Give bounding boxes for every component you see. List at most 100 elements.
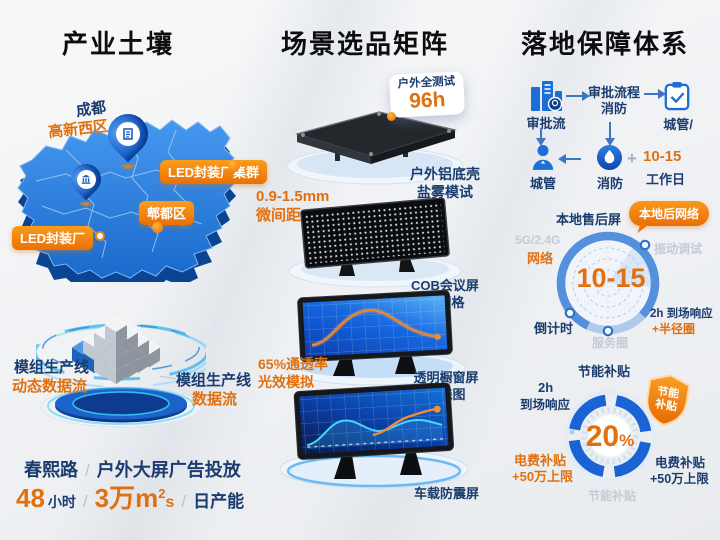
pin-disc [116,122,140,146]
label-salt-line2: 盐雾模试 [417,184,473,200]
donut-label-2h: 2h [538,380,554,395]
donut-center-value: 20% [570,420,650,454]
radar-top-label: 本地售后屏 [556,212,622,227]
flow-label-process: 审批流程 消防 [586,85,642,117]
flow-arrow-right-2 [644,88,666,101]
plus-sign: + [627,149,637,168]
product-transparent-screen [284,290,466,386]
radar-network-badge: 本地后网络 [629,201,710,226]
badge-dot [387,112,396,121]
hologram-label-left-2: 动态数据流 [12,378,88,395]
pin-shadow [76,200,96,208]
label-cob-line1: COB会议屏 [411,278,479,293]
label-pitch-line1: 0.9-1.5mm [256,188,330,205]
shield-icon [646,374,691,426]
flow-process-line1: 审批流程 [587,85,640,100]
pitch-dot [228,160,240,172]
slash: / [181,492,187,511]
map-badge-cluster: LED封装厂集群 [160,160,268,184]
label-trans65-line1: 65%通透率 [258,356,329,372]
fire-icon [596,144,623,171]
label-trans65-line2: 光效模拟 [258,374,314,390]
approval-building-icon [531,81,563,112]
donut-label-cap-right: +50万上限 [650,472,709,486]
test-badge-line2: 96h [408,88,446,113]
flow-process-line2: 消防 [600,101,627,116]
stat-area-num: 3万m [94,483,159,513]
flow-arrow-down-1 [535,128,548,146]
label-vehicle-screen: 车载防震屏 [414,486,480,501]
flow-label-citymgmt: 城管 [529,176,556,191]
label-transmittance: 65%通透率 光效模拟 [258,355,328,391]
platform-disc [40,386,202,428]
factory-dot [95,231,105,241]
radar-node [602,325,614,337]
map-badge-pidu: 郫都区 [139,201,195,225]
flow-label-fire: 消防 [596,176,623,191]
chengdu-location-pin [99,105,157,163]
clipboard-icon [664,82,690,111]
donut-label-elec-left: 电费补贴 [514,453,567,468]
radar-label-response: 2h 到场响应 [650,308,713,320]
stat-hours-unit: 小时 [47,494,76,510]
product-outdoor-panel [286,111,464,185]
flow-days-unit: 工作日 [646,172,686,187]
stat-capacity: 日产能 [193,492,245,511]
subsidy-donut-chart [564,390,656,482]
slash: / [85,461,90,480]
stats-row-2: 48 小时 / 3万m 2 s / 日产能 [16,478,244,515]
donut-title: 节能补贴 [578,364,631,379]
map-badge-factory: LED封装厂 [12,226,94,250]
donut-label-bottom: 节能补贴 [588,489,637,503]
hologram-label-right-1: 模组生产线 [176,372,252,389]
radar-node [564,307,576,319]
flow-days-number: 10-15 [643,148,682,165]
radar-gauge [556,231,660,337]
stat-area-sup: 2 [158,486,166,501]
radar-label-vibration: 振动调试 [654,242,703,256]
radar-label-countdown: 倒计时 [534,321,574,336]
left-column-title: 产业土壤 [62,29,175,59]
label-pitch-line2: 微间距 [256,207,302,224]
stat-campaign: 户外大屏广告投放 [96,460,241,480]
test-badge: 户外全测试 96h [388,71,466,118]
stat-road: 春熙路 [24,460,78,480]
hologram-label-right-2: 数据流 [192,391,238,408]
hologram-platform [36,317,206,428]
slash: / [82,492,88,511]
donut-label-response: 到场响应 [520,398,571,412]
radar-label-5g: 5G/2.4G [515,233,561,247]
radar-label-network: 网络 [527,251,554,266]
radar-label-service: 服务圈 [592,336,629,350]
label-salt-line1: 户外铝底壳 [410,166,480,182]
product-dot-matrix [288,198,462,288]
donut-percent-sign: % [619,431,635,450]
flow-arrow-down-2 [604,122,617,146]
stat-area-tail: s [165,494,175,511]
flow-label-approval: 审批流 [526,116,566,131]
hologram-label-left-1: 模组生产线 [14,359,90,376]
person-icon [532,145,554,170]
flow-arrow-right-1 [566,90,590,103]
stat-hours-num: 48 [16,483,45,513]
donut-label-cap-left: +50万上限 [512,469,574,484]
label-window-line1: 透明橱窗屏 [413,370,479,385]
radar-center-value: 10-15 [576,263,646,293]
pin-disc [76,169,96,189]
radar-label-radius: +半径圈 [652,322,696,336]
donut-percent-num: 20 [585,420,620,453]
pidu-dot [152,222,163,233]
stats-row-1: 春熙路 / 户外大屏广告投放 [24,456,241,482]
label-pitch: 0.9-1.5mm 微间距 [256,187,329,225]
middle-column-title: 场景选品矩阵 [281,29,450,59]
document-icon [123,128,133,140]
flow-arrow-left [558,153,581,166]
radar-node [639,239,651,251]
donut-label-elec-right: 电费补贴 [655,456,706,470]
subsidy-shield-badge: 节能 补贴 [640,371,694,430]
label-salt-test: 户外铝底壳 盐雾模试 [407,165,483,201]
bank-icon [81,174,91,184]
factory-location-pin [64,157,108,201]
flow-label-citymgmt-top: 城管/ [663,117,693,132]
